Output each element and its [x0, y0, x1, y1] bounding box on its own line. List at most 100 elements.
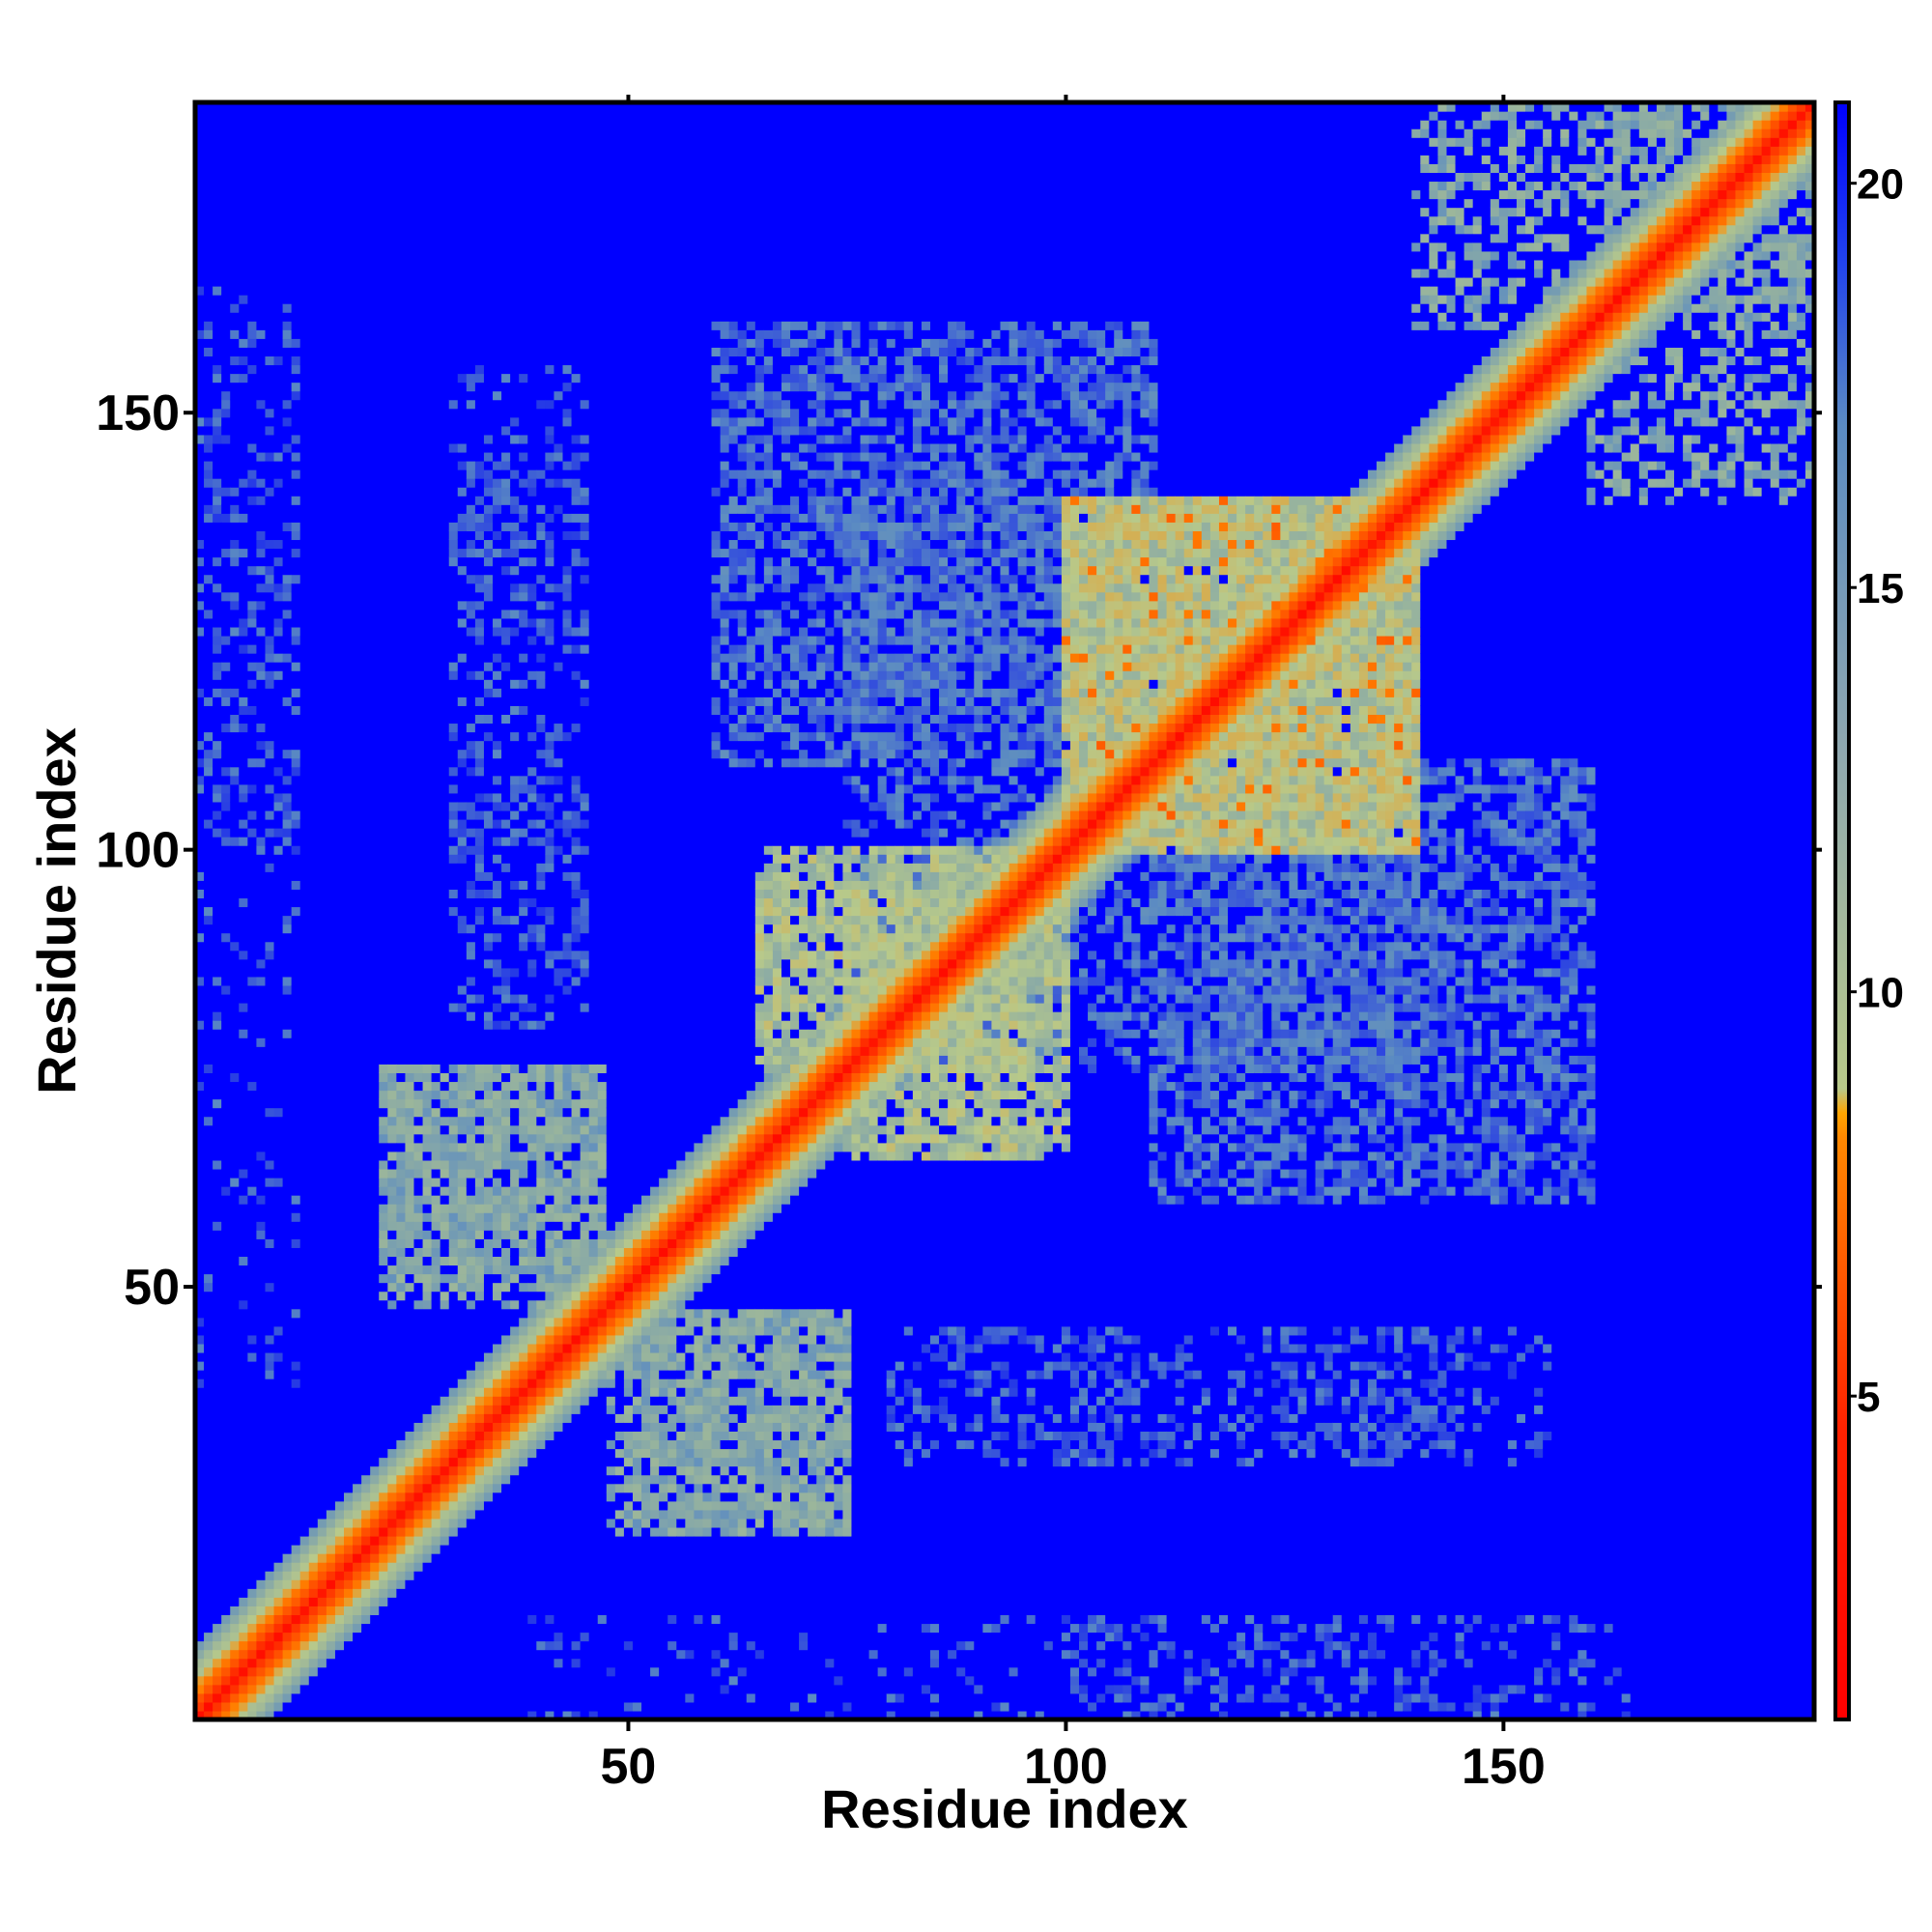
heatmap-cell	[370, 374, 380, 384]
heatmap-cell	[387, 338, 397, 348]
heatmap-cell	[423, 1221, 433, 1231]
heatmap-cell	[204, 1326, 213, 1336]
heatmap-cell	[318, 1011, 327, 1021]
heatmap-cell	[247, 871, 257, 881]
heatmap-cell	[353, 295, 362, 304]
heatmap-cell	[283, 924, 293, 934]
heatmap-cell	[379, 1108, 388, 1118]
heatmap-cell	[379, 409, 388, 418]
heatmap-cell	[318, 977, 327, 986]
heatmap-cell	[204, 329, 213, 339]
heatmap-cell	[309, 916, 319, 925]
heatmap-cell	[274, 1117, 284, 1126]
heatmap-cell	[387, 1335, 397, 1345]
heatmap-cell	[300, 1352, 310, 1362]
heatmap-cell	[370, 1204, 380, 1213]
heatmap-cell	[213, 636, 222, 645]
heatmap-cell	[413, 1553, 423, 1563]
heatmap-cell	[361, 225, 371, 235]
heatmap-cell	[221, 443, 231, 453]
heatmap-cell	[256, 636, 266, 645]
heatmap-cell	[300, 355, 310, 365]
heatmap-cell	[413, 1475, 423, 1485]
heatmap-cell	[292, 557, 301, 567]
heatmap-cell	[423, 653, 433, 663]
heatmap-cell	[318, 1143, 327, 1152]
heatmap-cell	[230, 496, 240, 505]
heatmap-cell	[247, 1064, 257, 1073]
heatmap-cell	[300, 644, 310, 654]
heatmap-cell	[370, 828, 380, 838]
heatmap-cell	[379, 1492, 388, 1502]
heatmap-cell	[396, 155, 406, 164]
heatmap-cell	[396, 435, 406, 444]
heatmap-cell	[274, 452, 284, 462]
heatmap-cell	[387, 409, 397, 418]
heatmap-cell	[361, 409, 371, 418]
heatmap-cell	[405, 1405, 414, 1414]
heatmap-cell	[247, 776, 257, 785]
heatmap-cell	[413, 1212, 423, 1222]
heatmap-cell	[344, 610, 354, 619]
heatmap-cell	[265, 1264, 274, 1274]
heatmap-cell	[396, 1448, 406, 1458]
heatmap-cell	[353, 1702, 362, 1712]
heatmap-cell	[300, 1055, 310, 1065]
heatmap-cell	[265, 435, 274, 444]
heatmap-cell	[327, 137, 336, 147]
heatmap-cell	[221, 1475, 231, 1485]
heatmap-cell	[221, 286, 231, 296]
heatmap-cell	[274, 714, 284, 724]
heatmap-cell	[413, 286, 423, 296]
heatmap-cell	[221, 933, 231, 943]
heatmap-cell	[292, 1318, 301, 1327]
heatmap-cell	[256, 1685, 266, 1694]
heatmap-cell	[309, 784, 319, 794]
heatmap-cell	[204, 469, 213, 479]
heatmap-cell	[309, 1614, 319, 1624]
heatmap-cell	[413, 208, 423, 217]
heatmap-cell	[361, 155, 371, 164]
heatmap-cell	[230, 1011, 240, 1021]
heatmap-cell	[265, 539, 274, 549]
heatmap-cell	[213, 1448, 222, 1458]
heatmap-cell	[379, 120, 388, 129]
heatmap-cell	[361, 1011, 371, 1021]
heatmap-cell	[327, 1378, 336, 1388]
heatmap-cell	[396, 1597, 406, 1606]
heatmap-cell	[318, 208, 327, 217]
heatmap-cell	[292, 1108, 301, 1118]
heatmap-cell	[230, 1335, 240, 1345]
heatmap-cell	[265, 128, 274, 138]
heatmap-cell	[344, 1361, 354, 1371]
heatmap-cell	[396, 469, 406, 479]
heatmap-cell	[335, 225, 345, 235]
heatmap-cell	[221, 452, 231, 462]
heatmap-cell	[405, 1352, 414, 1362]
heatmap-cell	[213, 924, 222, 934]
heatmap-cell	[327, 1055, 336, 1065]
heatmap-cell	[335, 1292, 345, 1301]
heatmap-cell	[204, 776, 213, 785]
heatmap-cell	[300, 312, 310, 322]
heatmap-cell	[396, 1212, 406, 1222]
heatmap-cell	[361, 688, 371, 697]
heatmap-cell	[274, 837, 284, 846]
heatmap-cell	[256, 653, 266, 663]
heatmap-cell	[344, 1151, 354, 1161]
heatmap-cell	[423, 1378, 433, 1388]
heatmap-cell	[283, 889, 293, 898]
heatmap-cell	[413, 802, 423, 811]
heatmap-cell	[230, 452, 240, 462]
heatmap-cell	[256, 1151, 266, 1161]
heatmap-cell	[265, 1405, 274, 1414]
heatmap-cell	[335, 916, 345, 925]
heatmap-cell	[413, 1160, 423, 1170]
heatmap-cell	[309, 496, 319, 505]
heatmap-cell	[370, 417, 380, 427]
heatmap-cell	[335, 1378, 345, 1388]
heatmap-cell	[327, 1292, 336, 1301]
heatmap-cell	[239, 364, 248, 374]
heatmap-cell	[335, 906, 345, 916]
heatmap-cell	[230, 1318, 240, 1327]
